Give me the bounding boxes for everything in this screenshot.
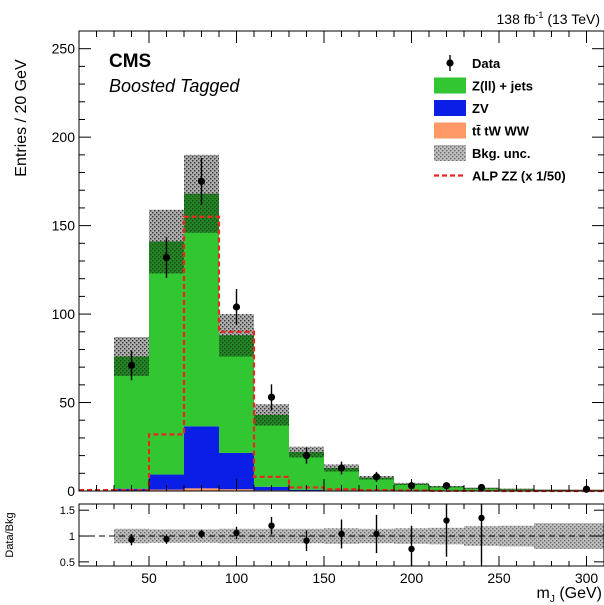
x-tick-label-250: 250 bbox=[487, 570, 511, 586]
bar-zjets-4 bbox=[254, 414, 289, 487]
ratio-point-7 bbox=[373, 530, 380, 538]
bar-zjets-1 bbox=[149, 241, 184, 475]
y-tick-label-100: 100 bbox=[52, 306, 76, 322]
data-point-2 bbox=[197, 177, 206, 185]
legend-entry-4-label: Bkg. unc. bbox=[472, 146, 531, 161]
ratio-point-10 bbox=[478, 514, 485, 522]
bar-zjets-7 bbox=[359, 477, 394, 491]
ratio-point-4 bbox=[268, 522, 275, 529]
ratio-point-3 bbox=[233, 529, 240, 537]
legend-entry-4-swatch bbox=[434, 145, 466, 161]
legend-entry-3-label: tt̄ tW WW bbox=[472, 124, 530, 139]
x-tick-label-200: 200 bbox=[400, 570, 424, 586]
legend-entry-5-label: ALP ZZ (x 1/50) bbox=[472, 169, 566, 184]
ratio-point-2 bbox=[198, 530, 205, 538]
x-axis-title: mJ (GeV) bbox=[537, 585, 602, 605]
legend-entry-2-swatch bbox=[434, 100, 466, 116]
main-plot: 0 50 100 150 200 250 bbox=[52, 30, 604, 499]
legend-entry-0-marker bbox=[446, 59, 454, 67]
data-point-6 bbox=[337, 464, 346, 472]
ratio-points bbox=[128, 504, 485, 566]
data-point-3 bbox=[232, 303, 241, 311]
x-tick-label-150: 150 bbox=[312, 570, 336, 586]
ratio-y-axis-title: Data/Bkg bbox=[4, 512, 16, 557]
y-tick-label-150: 150 bbox=[52, 218, 76, 234]
legend-entry-3-swatch bbox=[434, 122, 466, 139]
y-tick-label-200: 200 bbox=[52, 129, 76, 145]
unc-hatch-4 bbox=[254, 404, 289, 426]
x-tick-label-50: 50 bbox=[141, 570, 157, 586]
legend-entry-0-label: Data bbox=[472, 56, 501, 71]
ratio-y-tick-label-0.5: 0.5 bbox=[60, 557, 75, 569]
x-tick-label-300: 300 bbox=[575, 570, 599, 586]
data-point-7 bbox=[372, 473, 381, 481]
ratio-point-8 bbox=[408, 545, 415, 553]
main-axes: 0 50 100 150 200 250 bbox=[52, 30, 604, 499]
legend-entry-1-label: Z(ll) + jets bbox=[472, 79, 533, 94]
ratio-point-6 bbox=[338, 530, 345, 538]
ratio-axes: 0.5 1 1.5 50 100 150 200 250 300 bbox=[60, 504, 604, 586]
ratio-plot: 0.5 1 1.5 50 100 150 200 250 300 bbox=[60, 503, 604, 586]
x-tick-label-100: 100 bbox=[225, 570, 249, 586]
data-point-4 bbox=[267, 393, 276, 401]
data-point-0 bbox=[127, 361, 136, 369]
bar-zv-2 bbox=[184, 426, 219, 489]
lumi-label: 138 fb-1 (13 TeV) bbox=[497, 10, 601, 27]
legend-entry-2-label: ZV bbox=[472, 101, 489, 116]
ratio-point-1 bbox=[163, 535, 170, 543]
legend-entry-1-swatch bbox=[434, 77, 466, 94]
y-tick-label-50: 50 bbox=[59, 395, 75, 411]
ratio-point-5 bbox=[303, 537, 310, 544]
cms-label: CMS bbox=[109, 51, 151, 72]
y-axis-title: Entries / 20 GeV bbox=[13, 59, 30, 177]
ratio-y-tick-label-1: 1 bbox=[69, 531, 75, 543]
ratio-point-0 bbox=[128, 536, 135, 543]
ratio-unc-11 bbox=[499, 525, 534, 547]
y-tick-label-250: 250 bbox=[52, 41, 76, 57]
ratio-point-9 bbox=[443, 517, 450, 524]
bar-zv-1 bbox=[149, 474, 184, 490]
bar-zjets-6 bbox=[324, 468, 359, 491]
data-point-5 bbox=[302, 452, 311, 460]
data-point-1 bbox=[162, 253, 171, 262]
y-tick-label-0: 0 bbox=[67, 483, 75, 499]
background-stack bbox=[114, 193, 604, 491]
legend: Data Z(ll) + jets ZV tt̄ tW WW Bkg. unc. ALP … bbox=[434, 55, 566, 184]
ratio-y-tick-label-1.5: 1.5 bbox=[60, 505, 75, 517]
category-label: Boosted Tagged bbox=[109, 76, 240, 96]
data-points bbox=[127, 158, 591, 493]
